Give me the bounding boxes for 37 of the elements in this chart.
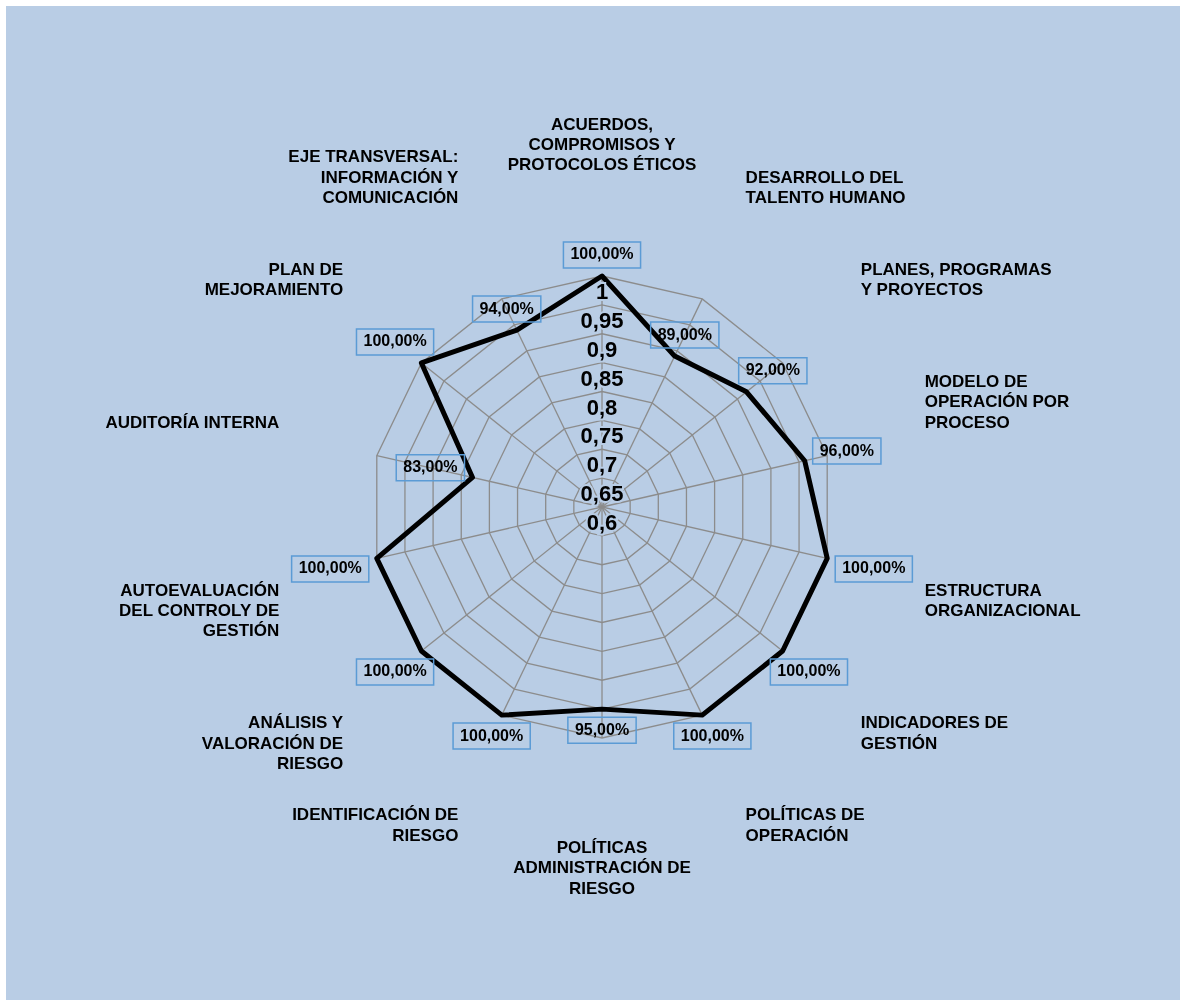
y-tick-label: 0,7: [586, 452, 618, 478]
spoke-label: IDENTIFICACIÓN DE RIESGO: [292, 805, 459, 845]
spoke-label: POLÍTICAS ADMINISTRACIÓN DE RIESGO: [513, 837, 691, 898]
spoke-label: EJE TRANSVERSAL: INFORMACIÓN Y COMUNICACIÓN: [288, 147, 460, 208]
spoke-label: AUTOEVALUACIÓN DEL CONTROLY DE GESTIÓN: [119, 580, 280, 641]
data-label: 100,00%: [363, 332, 427, 350]
spoke-label: AUDITORÍA INTERNA: [105, 412, 280, 432]
y-tick-label: 0,95: [580, 307, 624, 333]
data-label: 100,00%: [680, 726, 744, 744]
y-tick-label: 0,9: [586, 336, 618, 362]
spoke-label: ESTRUCTURA ORGANIZACIONAL: [924, 580, 1081, 620]
spoke-label: MODELO DE OPERACIÓN POR PROCESO: [924, 372, 1070, 432]
spoke-label: ACUERDOS, COMPROMISOS Y PROTOCOLOS ÉTICOS: [507, 114, 697, 175]
y-tick-label: 0,8: [586, 394, 618, 420]
y-tick-label: 0,75: [580, 423, 624, 449]
data-label: 100,00%: [777, 662, 841, 680]
data-label: 96,00%: [819, 441, 874, 459]
y-tick-label: 1: [595, 279, 609, 305]
spoke-label: DESARROLLO DEL TALENTO HUMANO: [745, 167, 906, 208]
data-label: 92,00%: [745, 361, 800, 379]
spoke-label: ANÁLISIS Y VALORACIÓN DE RIESGO: [201, 713, 344, 774]
y-tick-label: 0,6: [586, 510, 618, 536]
y-tick-label: 0,85: [580, 365, 624, 391]
data-label: 100,00%: [363, 662, 427, 680]
data-label: 95,00%: [574, 720, 630, 738]
data-label: 100,00%: [570, 245, 634, 263]
data-label: 100,00%: [460, 726, 524, 744]
spoke-label: PLAN DE MEJORAMIENTO: [204, 259, 344, 300]
data-label: 89,00%: [657, 325, 712, 343]
y-tick-label: 0,65: [580, 481, 624, 507]
data-label: 100,00%: [298, 559, 362, 577]
spoke-label: INDICADORES DE GESTIÓN: [860, 713, 1009, 753]
data-label: 83,00%: [403, 458, 458, 476]
data-label: 94,00%: [479, 299, 534, 317]
data-label: 100,00%: [842, 559, 906, 577]
spoke-label: PLANES, PROGRAMAS Y PROYECTOS: [860, 259, 1052, 300]
spoke-label: POLÍTICAS DE OPERACIÓN: [745, 805, 865, 845]
